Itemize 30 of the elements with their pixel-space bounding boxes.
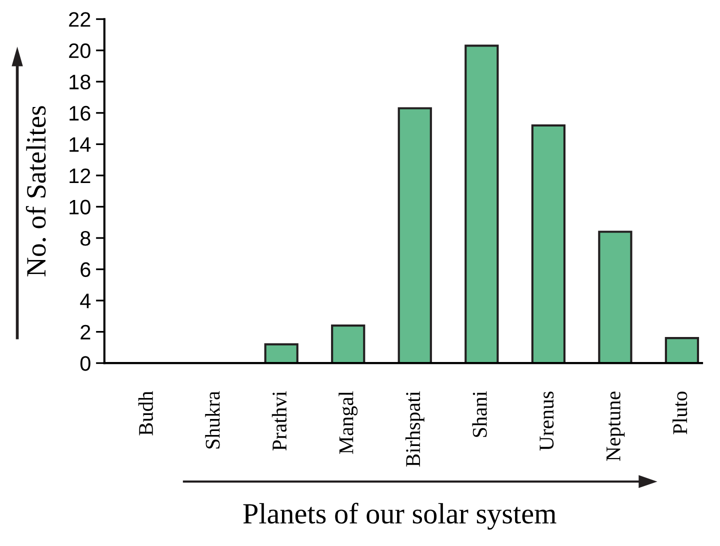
bar [398,107,432,364]
x-tick-label: Neptune [606,392,625,461]
bar [464,44,499,364]
y-tick-label: 6 [80,262,90,278]
y-axis-title: No. of Satelites [26,106,46,276]
bar [664,337,700,364]
x-tick-label: Birhspati [405,391,424,467]
x-tick-label: Shani [472,391,487,437]
y-tick-label: 8 [80,231,90,246]
y-tick-label: 22 [69,12,90,27]
x-tick-label: Budh [138,391,154,436]
y-tick-label: 14 [70,137,91,152]
x-tick-label: Urenus [540,392,554,451]
bar [531,124,566,364]
bar [598,230,632,364]
y-tick-label: 20 [69,43,90,58]
x-tick-label: Mangal [338,391,358,454]
y-tick-label: 18 [70,74,90,90]
y-tick-label: 12 [70,168,90,184]
x-tick-label: Prathvi [272,391,287,450]
y-tick-label: 10 [70,200,90,214]
bar [264,343,298,364]
bar [331,324,366,364]
x-tick-label: Shukra [205,391,220,448]
y-tick-label: 4 [80,294,91,308]
x-axis-title: Planets of our solar system [243,502,556,530]
y-tick-label: 2 [80,324,90,340]
y-tick-label: 0 [80,356,90,371]
y-tick-label: 16 [70,106,90,121]
x-tick-label: Pluto [672,392,688,434]
